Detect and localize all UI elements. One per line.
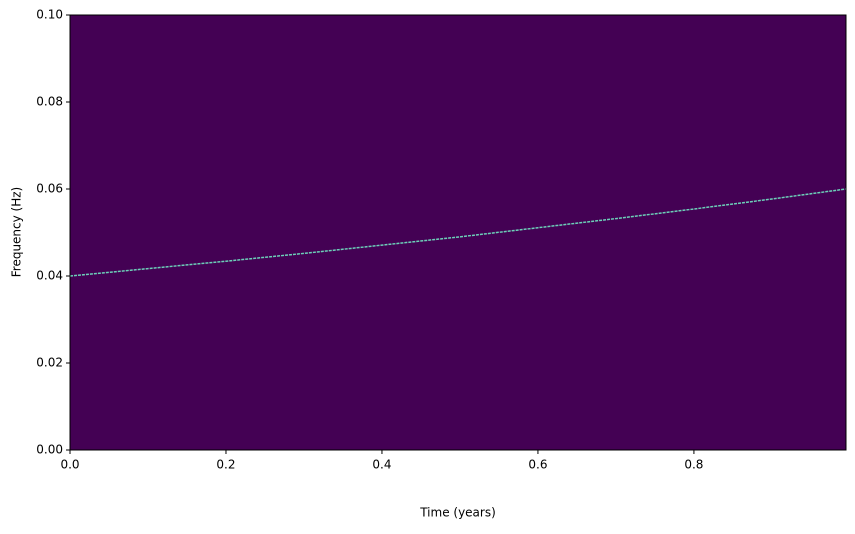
x-tick-label: 0.4 bbox=[372, 458, 391, 472]
ridge-line bbox=[69, 188, 847, 277]
y-tick-label: 0.04 bbox=[36, 269, 63, 283]
x-tick-label: 0.8 bbox=[684, 458, 703, 472]
y-axis-label: Frequency (Hz) bbox=[10, 187, 24, 278]
x-tick-label: 0.6 bbox=[528, 458, 547, 472]
y-tick-label: 0.06 bbox=[36, 182, 63, 196]
x-tick-label: 0.0 bbox=[60, 458, 79, 472]
y-tick-label: 0.02 bbox=[36, 356, 63, 370]
plot-background bbox=[70, 15, 846, 450]
y-tick-label: 0.10 bbox=[36, 8, 63, 22]
x-tick-label: 0.2 bbox=[216, 458, 235, 472]
y-tick-label: 0.08 bbox=[36, 95, 63, 109]
plot-frame bbox=[69, 14, 847, 451]
y-tick-label: 0.00 bbox=[36, 443, 63, 457]
x-axis-label: Time (years) bbox=[419, 506, 496, 520]
